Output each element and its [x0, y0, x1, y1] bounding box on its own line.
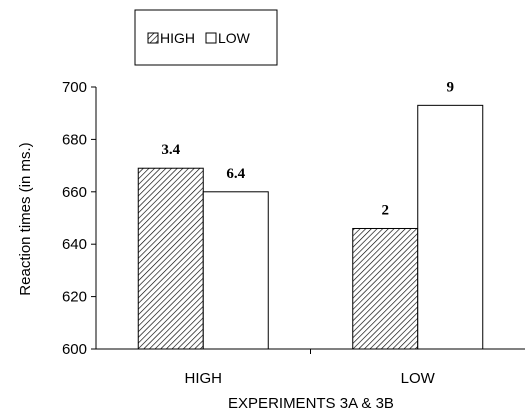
bar-low-low: [417, 104, 484, 350]
bar-high-low: [202, 191, 269, 350]
y-tick-label: 700: [62, 79, 87, 96]
x-tick-label-low: LOW: [401, 370, 436, 387]
y-tick-label: 680: [62, 131, 87, 148]
data-label-high-low: 6.4: [226, 166, 245, 182]
legend-label-high: HIGH: [160, 30, 195, 46]
x-tick-label-high: HIGH: [185, 370, 223, 387]
data-label-low-high: 2: [382, 202, 390, 218]
data-label-low-low: 9: [447, 79, 455, 95]
legend-swatch-low: [205, 32, 217, 44]
bars: 3.4 6.4 2 9: [137, 79, 484, 350]
bar-high-high: [137, 167, 204, 350]
y-tick-label: 660: [62, 184, 87, 201]
legend: HIGH LOW: [134, 9, 278, 66]
y-tick-label: 600: [62, 341, 87, 358]
y-axis-title: Reaction times (in ms.): [17, 142, 34, 295]
x-axis-labels: HIGH LOW: [185, 370, 436, 387]
data-label-high-high: 3.4: [161, 142, 180, 158]
legend-label-low: LOW: [218, 30, 251, 46]
legend-swatch-high: [147, 32, 159, 44]
y-tick-label: 640: [62, 236, 87, 253]
bar-low-high: [352, 227, 419, 350]
x-axis-title: EXPERIMENTS 3A & 3B: [228, 395, 394, 412]
y-tick-label: 620: [62, 289, 87, 306]
y-axis: 600 620 640 660 680 700: [62, 79, 96, 358]
axes: [95, 87, 525, 354]
